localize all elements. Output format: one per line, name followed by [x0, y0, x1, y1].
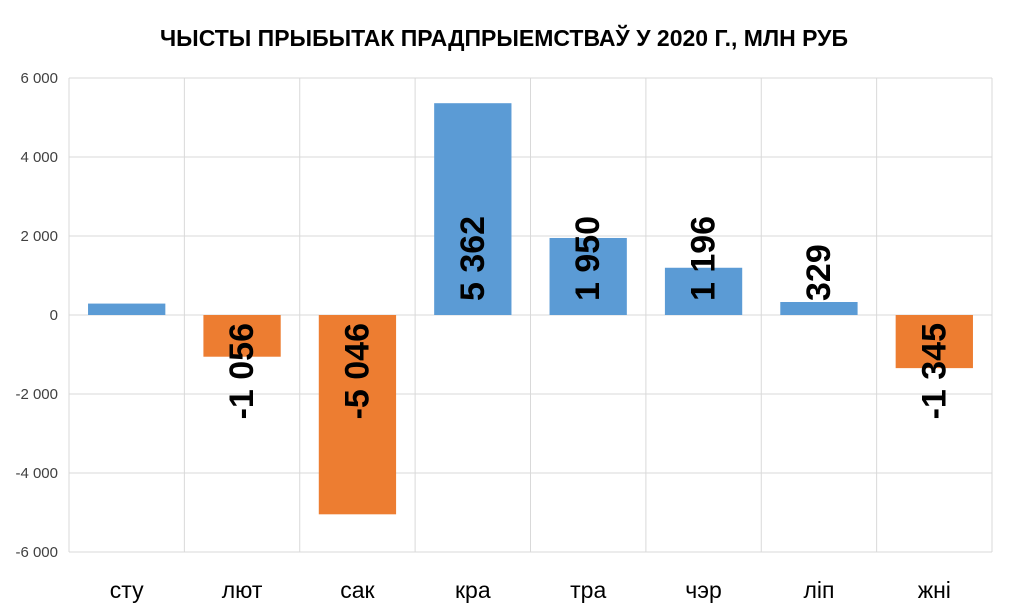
bar	[434, 103, 512, 316]
y-tick-label: -4 000	[15, 465, 58, 482]
bar	[664, 267, 743, 315]
bars	[88, 103, 973, 515]
x-category-label: кра	[455, 577, 491, 603]
bar	[203, 315, 281, 357]
y-tick-label: -2 000	[15, 386, 58, 403]
y-tick-label: 0	[50, 307, 58, 324]
data-label: -1 056	[223, 323, 261, 419]
y-tick-label: -6 000	[15, 544, 58, 561]
x-category-label: сту	[110, 577, 144, 603]
data-label: 329	[800, 244, 838, 301]
data-label: 1 196	[685, 216, 723, 301]
y-tick-label: 2 000	[20, 228, 58, 245]
data-label: 5 362	[454, 216, 492, 301]
data-label: 1 950	[569, 216, 607, 301]
chart-title: ЧЫСТЫ ПРЫБЫТАК ПРАДПРЫЕМСТВАЎ У 2020 Г.,…	[160, 24, 848, 51]
bar	[780, 302, 858, 315]
y-tick-label: 4 000	[20, 149, 58, 166]
y-tick-label: 6 000	[20, 70, 58, 87]
gridlines	[68, 77, 993, 553]
y-axis-ticks: 6 000 4 000 2 000 0 -2 000 -4 000 -6 000	[15, 70, 58, 561]
x-category-label: лют	[222, 577, 263, 603]
bar	[318, 315, 397, 515]
x-category-label: чэр	[685, 577, 722, 603]
bar	[549, 237, 627, 315]
x-category-label: жні	[918, 577, 951, 603]
bar	[88, 303, 166, 315]
data-labels: -1 056 -5 046 5 362 1 950 1 196 329 -1 345	[223, 216, 953, 420]
x-category-label: ліп	[803, 577, 834, 603]
x-axis-categories: сту лют сак кра тра чэр ліп жні	[110, 577, 951, 603]
data-label: -1 345	[915, 323, 953, 419]
data-label: -5 046	[338, 323, 376, 419]
x-category-label: тра	[570, 577, 606, 603]
bar	[895, 315, 973, 369]
x-category-label: сак	[340, 577, 375, 603]
